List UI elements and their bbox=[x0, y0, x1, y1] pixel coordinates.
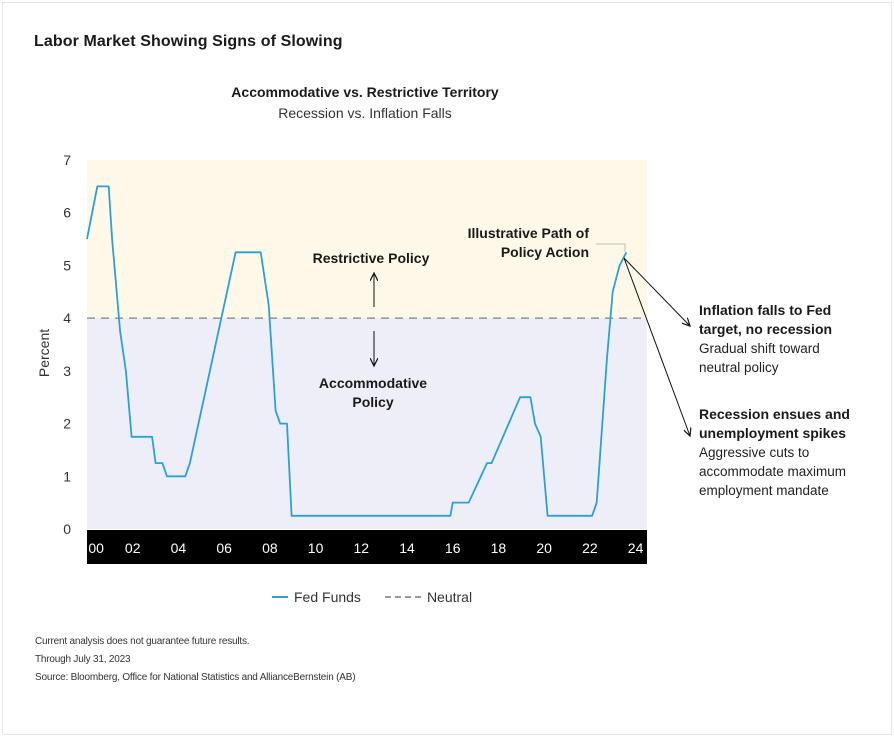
scenario2-title-line1: Recession ensues and bbox=[699, 406, 850, 422]
y-tick-label: 1 bbox=[63, 468, 71, 484]
scenario1-arrow bbox=[623, 257, 690, 326]
restrictive-policy-label: Restrictive Policy bbox=[313, 250, 430, 266]
illustrative-path-label-line1: Illustrative Path of bbox=[468, 225, 590, 241]
scenario2-title-line2: unemployment spikes bbox=[699, 425, 847, 441]
x-tick-label: 10 bbox=[308, 540, 324, 556]
x-tick-label: 20 bbox=[536, 540, 552, 556]
x-tick-label: 04 bbox=[171, 540, 187, 556]
legend-fed-funds-swatch bbox=[272, 596, 288, 598]
page-title: Labor Market Showing Signs of Slowing bbox=[34, 33, 343, 50]
y-tick-label: 4 bbox=[63, 310, 71, 326]
scenario2-arrow bbox=[623, 257, 690, 436]
x-tick-label: 06 bbox=[216, 540, 232, 556]
x-tick-label: 16 bbox=[445, 540, 461, 556]
chart-subtitle: Recession vs. Inflation Falls bbox=[278, 105, 452, 121]
scenario1-desc-line1: Gradual shift toward bbox=[699, 341, 820, 356]
x-tick-label: 08 bbox=[262, 540, 278, 556]
y-tick-label: 0 bbox=[63, 521, 71, 537]
x-tick-label: 22 bbox=[582, 540, 598, 556]
date-note: Through July 31, 2023 bbox=[35, 654, 131, 665]
legend-fed-funds-label: Fed Funds bbox=[294, 589, 361, 605]
y-axis-label: Percent bbox=[36, 329, 52, 377]
y-tick-label: 3 bbox=[63, 363, 71, 379]
x-tick-label: 00 bbox=[88, 540, 104, 556]
illustrative-path-label-line2: Policy Action bbox=[501, 244, 589, 260]
scenario-inflation-falls: Inflation falls to Fed target, no recess… bbox=[699, 301, 889, 377]
scenario-recession: Recession ensues and unemployment spikes… bbox=[699, 405, 889, 500]
scenario1-title-line1: Inflation falls to Fed bbox=[699, 302, 832, 318]
y-tick-label: 2 bbox=[63, 416, 71, 432]
scenario2-desc-line2: accommodate maximum bbox=[699, 464, 847, 479]
scenario2-desc-line3: employment mandate bbox=[699, 483, 829, 498]
accommodative-policy-label-line1: Accommodative bbox=[319, 375, 427, 391]
disclaimer-note: Current analysis does not guarantee futu… bbox=[35, 636, 250, 647]
path-label-leader bbox=[596, 243, 626, 252]
legend-neutral-swatch bbox=[384, 596, 421, 598]
accommodative-zone bbox=[87, 318, 647, 529]
restrictive-zone bbox=[87, 160, 647, 319]
x-tick-label: 14 bbox=[399, 540, 415, 556]
scenario2-desc-line1: Aggressive cuts to bbox=[699, 445, 810, 460]
scenario1-desc-line2: neutral policy bbox=[699, 360, 779, 375]
fed-funds-line bbox=[86, 185, 628, 517]
scenario1-title-line2: target, no recession bbox=[699, 321, 833, 337]
y-tick-label: 6 bbox=[63, 205, 71, 221]
legend-neutral-label: Neutral bbox=[426, 589, 473, 605]
chart-legend: Fed Funds Neutral bbox=[272, 589, 472, 605]
chart-title: Accommodative vs. Restrictive Territory bbox=[231, 84, 499, 100]
y-tick-label: 7 bbox=[63, 152, 71, 168]
source-note: Source: Bloomberg, Office for National S… bbox=[35, 672, 356, 683]
x-tick-label: 02 bbox=[125, 540, 141, 556]
x-tick-label: 18 bbox=[491, 540, 507, 556]
x-tick-label: 12 bbox=[353, 540, 369, 556]
x-tick-label: 24 bbox=[628, 540, 644, 556]
x-axis-band bbox=[87, 530, 647, 564]
accommodative-policy-label-line2: Policy bbox=[352, 394, 393, 410]
y-tick-label: 5 bbox=[63, 257, 71, 273]
